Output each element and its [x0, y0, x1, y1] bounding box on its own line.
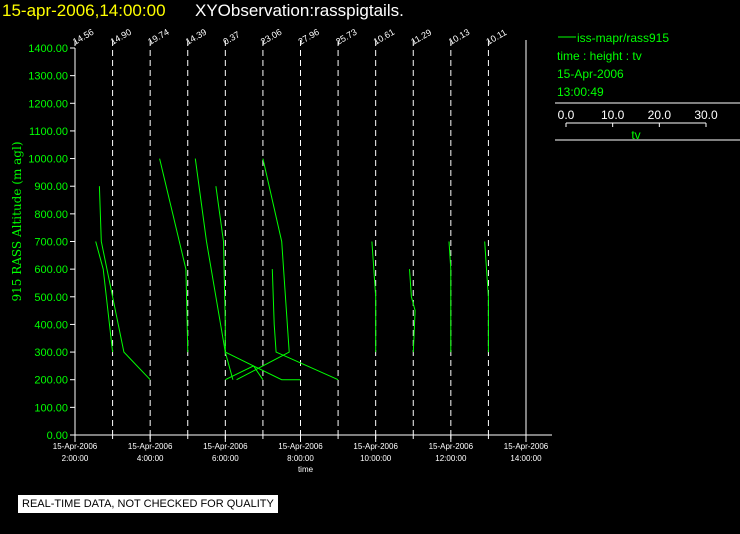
legend-scale-tick-label: 20.0 [648, 108, 672, 122]
y-tick-label: 500.00 [34, 292, 68, 304]
tv-profile-trace [98, 186, 151, 381]
x-tick-time-label: 12:00:00 [435, 454, 467, 463]
y-tick-label: 300.00 [34, 347, 68, 359]
profile-value-label: 19.74 [146, 27, 171, 47]
header-observation-name: XYObservation:rasspigtails. [195, 1, 404, 20]
y-tick-label: 1000.00 [28, 154, 68, 166]
x-axis-label: time [298, 465, 314, 474]
legend-series-label: iss-mapr/rass915 [577, 31, 669, 45]
x-tick-time-label: 6:00:00 [212, 454, 239, 463]
x-tick-date-label: 15-Apr-2006 [353, 442, 398, 451]
quality-notice: REAL-TIME DATA, NOT CHECKED FOR QUALITY [18, 495, 278, 513]
profile-value-label: 14.56 [71, 27, 96, 47]
header-date-time: 15-apr-2006,14:00:00 [2, 1, 166, 20]
tv-profile-trace [159, 158, 189, 353]
y-tick-label: 1400.00 [28, 43, 68, 55]
x-tick-date-label: 15-Apr-2006 [203, 442, 248, 451]
legend-time: 13:00:49 [557, 85, 604, 99]
legend-variables: time : height : tv [557, 49, 642, 63]
tv-profile-trace [371, 241, 377, 353]
x-tick-date-label: 15-Apr-2006 [429, 442, 474, 451]
profile-value-label: 14.90 [109, 27, 134, 47]
profile-value-label: 25.73 [334, 27, 359, 47]
y-tick-label: 700.00 [34, 237, 68, 249]
tv-profile-trace [236, 158, 290, 381]
profile-value-label: 14.39 [184, 27, 209, 47]
y-tick-label: 400.00 [34, 319, 68, 331]
legend-scale-label: tv [631, 128, 640, 142]
x-tick-date-label: 15-Apr-2006 [53, 442, 98, 451]
y-tick-label: 900.00 [34, 181, 68, 193]
tv-profile-trace [484, 241, 489, 353]
x-tick-time-label: 2:00:00 [62, 454, 89, 463]
legend-scale-tick-label: 10.0 [601, 108, 625, 122]
tv-profile-trace [271, 269, 339, 381]
x-tick-time-label: 8:00:00 [287, 454, 314, 463]
tv-profile-trace [225, 365, 264, 381]
profile-value-label: 23.06 [259, 27, 284, 47]
x-tick-date-label: 15-Apr-2006 [504, 442, 549, 451]
profile-value-label: 10.13 [447, 27, 472, 47]
tv-profile-trace [448, 241, 452, 353]
tv-profile-trace [95, 241, 114, 353]
x-tick-time-label: 14:00:00 [510, 454, 542, 463]
y-tick-label: 1200.00 [28, 98, 68, 110]
profile-value-label: 11.29 [409, 27, 433, 47]
tv-profile-trace [409, 269, 416, 353]
legend-scale-tick-label: 0.0 [558, 108, 575, 122]
y-tick-label: 600.00 [34, 264, 68, 276]
x-tick-date-label: 15-Apr-2006 [278, 442, 323, 451]
profile-value-label: 0.37 [221, 29, 241, 46]
tv-profile-trace [215, 186, 301, 381]
legend-scale-tick-label: 30.0 [694, 108, 718, 122]
profile-value-label: 27.96 [297, 27, 322, 47]
y-tick-label: 200.00 [34, 375, 68, 387]
legend-date: 15-Apr-2006 [557, 67, 624, 81]
x-tick-time-label: 4:00:00 [137, 454, 164, 463]
y-tick-label: 1300.00 [28, 71, 68, 83]
y-tick-label: 1100.00 [29, 126, 68, 138]
tv-profile-trace [194, 158, 234, 380]
x-tick-date-label: 15-Apr-2006 [128, 442, 173, 451]
profile-value-label: 10.61 [372, 27, 397, 47]
profile-value-label: 10.11 [484, 27, 508, 47]
x-tick-time-label: 10:00:00 [360, 454, 392, 463]
y-tick-label: 100.00 [34, 402, 68, 414]
y-axis-label: 915 RASS Altitude (m agl) [10, 141, 24, 301]
y-tick-label: 800.00 [34, 209, 68, 221]
y-tick-label: 0.00 [47, 430, 68, 442]
